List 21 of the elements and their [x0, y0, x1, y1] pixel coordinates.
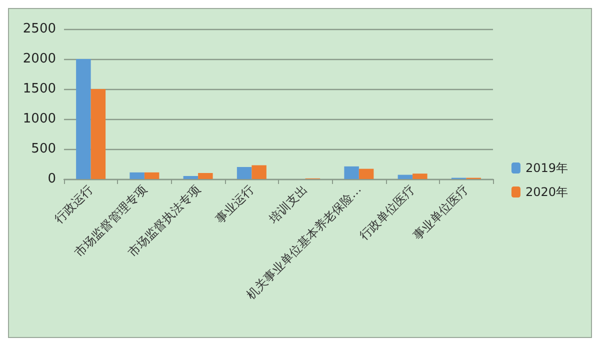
- x-tick-label: 培训支出: [266, 182, 310, 227]
- y-tick-label: 1000: [22, 112, 56, 126]
- y-tick-label: 500: [31, 142, 56, 156]
- bar: [90, 89, 106, 179]
- y-tick-label: 2500: [22, 22, 56, 36]
- x-tick-label: 事业运行: [212, 182, 257, 226]
- bar: [398, 174, 413, 179]
- bar: [412, 174, 428, 179]
- bar: [198, 173, 213, 179]
- bar: [183, 176, 198, 179]
- bar: [358, 168, 374, 179]
- y-tick-label: 2000: [22, 52, 56, 66]
- bar: [76, 59, 91, 179]
- y-tick-label: 1500: [22, 82, 56, 96]
- bar: [252, 165, 266, 179]
- bar: [344, 166, 359, 179]
- legend-label: 2020年: [525, 185, 568, 199]
- bar: [130, 172, 144, 179]
- bar: [236, 167, 252, 179]
- bar: [144, 172, 160, 179]
- legend-label: 2019年: [525, 161, 568, 175]
